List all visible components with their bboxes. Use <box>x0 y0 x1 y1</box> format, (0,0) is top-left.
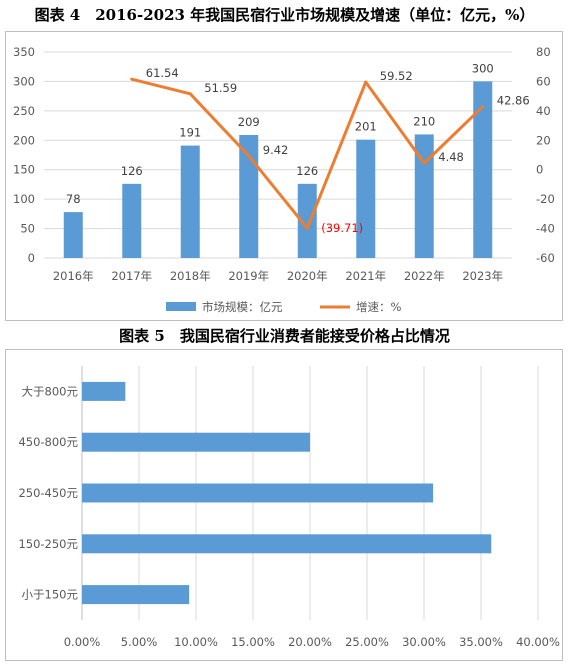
y-left-tick-label: 200 <box>13 133 35 147</box>
x-tick-label: 2021年 <box>345 269 386 283</box>
y-right-tick-label: -40 <box>536 222 555 236</box>
line-data-label: 59.52 <box>380 69 413 83</box>
bar-data-label: 191 <box>179 126 201 140</box>
y-tick-label: 150-250元 <box>18 537 78 551</box>
line-data-label: 51.59 <box>204 81 237 95</box>
growth-rate-point <box>247 154 251 158</box>
y-right-tick-label: 20 <box>536 133 551 147</box>
bar-market-size <box>473 81 493 258</box>
x-tick-label: 40.00% <box>516 635 560 649</box>
y-right-tick-label: 80 <box>536 45 551 59</box>
y-left-tick-label: 0 <box>28 251 35 265</box>
bar-data-label: 201 <box>355 120 377 134</box>
price-range-bar <box>82 381 126 401</box>
y-tick-label: 450-800元 <box>18 435 78 449</box>
x-tick-label: 10.00% <box>174 635 218 649</box>
line-data-label: 9.42 <box>263 143 289 157</box>
combo-chart-panel: 0 50 100 150 200 250 300 350 -60 -40 -20 0 20 40 60 80 7… <box>5 31 563 321</box>
x-tick-label: 2016年 <box>53 269 94 283</box>
x-tick-label: 30.00% <box>402 635 446 649</box>
bar-data-label: 210 <box>413 114 435 128</box>
combo-chart: 0 50 100 150 200 250 300 350 -60 -40 -20 0 20 40 60 80 7… <box>13 45 555 314</box>
x-tick-label: 5.00% <box>121 635 158 649</box>
bar-data-label: 300 <box>472 61 494 75</box>
x-tick-label: 20.00% <box>288 635 332 649</box>
line-data-label: (39.71) <box>321 221 363 235</box>
line-data-label: 61.54 <box>146 66 179 80</box>
growth-rate-point <box>422 161 426 165</box>
y-left-tick-label: 300 <box>13 74 35 88</box>
line-data-label: 4.48 <box>438 150 464 164</box>
growth-rate-point <box>305 226 309 230</box>
y-right-tick-label: -60 <box>536 251 555 265</box>
x-tick-label: 2020年 <box>287 269 328 283</box>
figure-5-title: 图表 5 我国民宿行业消费者能接受价格占比情况 <box>119 327 450 345</box>
y-tick-label: 250-450元 <box>18 486 78 500</box>
growth-rate-point <box>130 77 134 81</box>
price-range-bar <box>82 585 190 605</box>
hbar-chart-panel: 0.00% 5.00% 10.00% 15.00% 20.00% 25.00% 30.00%… <box>5 349 563 661</box>
y-right-tick-label: 60 <box>536 74 551 88</box>
y-left-tick-label: 350 <box>13 45 35 59</box>
x-tick-label: 15.00% <box>231 635 275 649</box>
price-range-bar <box>82 534 492 554</box>
x-tick-label: 35.00% <box>459 635 503 649</box>
price-range-bar <box>82 432 310 452</box>
bar-market-size <box>180 145 200 258</box>
bar-data-label: 126 <box>121 164 143 178</box>
bar-market-size <box>297 183 317 258</box>
y-left-tick-label: 50 <box>20 222 35 236</box>
y-tick-label: 小于150元 <box>22 588 79 602</box>
bar-market-size <box>63 212 83 258</box>
x-tick-label: 25.00% <box>345 635 389 649</box>
x-tick-label: 2023年 <box>462 269 503 283</box>
legend-bar-swatch <box>166 302 196 311</box>
growth-rate-point <box>364 80 368 84</box>
x-tick-label: 0.00% <box>64 635 101 649</box>
bar-data-label: 78 <box>66 192 81 206</box>
x-tick-label: 2018年 <box>170 269 211 283</box>
line-data-label: 42.86 <box>497 94 530 108</box>
x-tick-label: 2022年 <box>404 269 445 283</box>
bar-market-size <box>122 183 142 258</box>
y-left-tick-label: 100 <box>13 192 35 206</box>
y-left-tick-label: 150 <box>13 163 35 177</box>
figure-4-title: 图表 4 2016-2023 年我国民宿行业市场规模及增速（单位：亿元，%） <box>34 6 535 24</box>
x-tick-label: 2017年 <box>111 269 152 283</box>
hbar-chart: 0.00% 5.00% 10.00% 15.00% 20.00% 25.00% 30.00%… <box>18 366 560 649</box>
y-right-tick-label: 40 <box>536 104 551 118</box>
y-right-tick-label: 0 <box>536 163 543 177</box>
bar-market-size <box>239 134 259 258</box>
bar-market-size <box>414 134 434 258</box>
bar-market-size <box>356 139 376 258</box>
bar-data-label: 209 <box>238 115 260 129</box>
bar-data-label: 126 <box>296 164 318 178</box>
legend-line-label: 增速：% <box>356 300 401 314</box>
growth-rate-point <box>188 92 192 96</box>
growth-rate-point <box>481 105 485 109</box>
y-left-tick-label: 250 <box>13 104 35 118</box>
x-tick-label: 2019年 <box>228 269 269 283</box>
y-tick-label: 大于800元 <box>22 384 79 398</box>
price-range-bar <box>82 483 434 503</box>
legend-bar-label: 市场规模：亿元 <box>202 300 283 314</box>
y-right-tick-label: -20 <box>536 192 555 206</box>
